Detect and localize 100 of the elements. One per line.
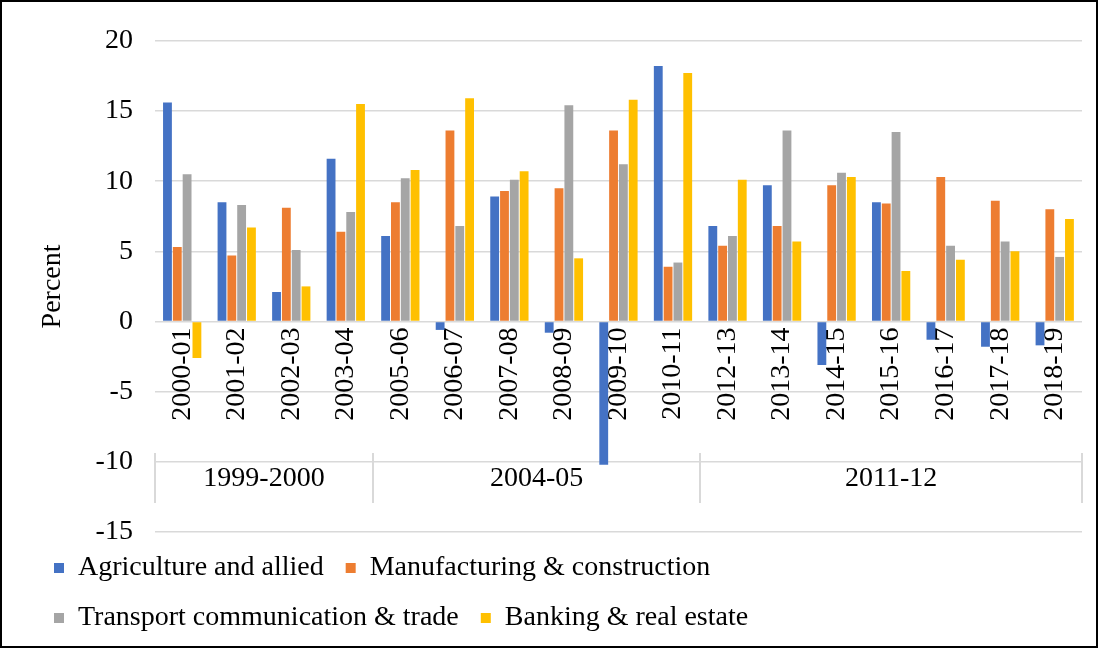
y-tick-label: -5: [109, 374, 133, 406]
bar: [782, 130, 792, 321]
bar: [762, 185, 772, 321]
x-tick-label: 2003-04: [328, 327, 360, 421]
bar: [554, 188, 564, 321]
bar: [708, 226, 718, 321]
bar: [247, 227, 256, 321]
x-tick-label: 2010-11: [655, 327, 687, 420]
y-tick-label: 15: [104, 93, 133, 125]
bar: [1035, 322, 1045, 346]
bar: [817, 322, 827, 365]
bar: [827, 185, 837, 321]
bar: [1065, 219, 1074, 321]
bar: [544, 322, 554, 333]
bar: [609, 130, 618, 321]
bar: [509, 179, 519, 321]
bar: [435, 322, 445, 330]
bar: [182, 174, 192, 321]
x-tick-label: 2006-07: [437, 327, 469, 421]
bar: [718, 245, 728, 321]
bar: [172, 247, 182, 321]
bar: [281, 207, 291, 321]
bar: [564, 105, 574, 321]
bar: [981, 322, 990, 347]
x-tick-label: 2000-01: [164, 327, 196, 421]
bar: [500, 190, 509, 321]
bar: [336, 231, 346, 321]
legend-label: Agriculture and allied: [78, 550, 324, 582]
y-tick-label: 20: [104, 23, 133, 55]
bar: [837, 172, 846, 321]
annotation: 2004-05: [490, 460, 584, 492]
y-axis-title: Percent: [35, 244, 67, 329]
bar: [737, 179, 747, 321]
x-tick-label: 2007-08: [491, 327, 523, 421]
bar: [291, 249, 301, 321]
bar: [1000, 241, 1010, 321]
x-tick-label: 2008-09: [546, 327, 578, 421]
bar: [663, 266, 673, 321]
bar: [301, 286, 311, 321]
bar: [1045, 209, 1055, 321]
bar: [955, 259, 965, 321]
x-tick-label: 2018-19: [1037, 327, 1069, 421]
bar: [728, 235, 737, 321]
bar: [326, 158, 336, 321]
bar: [346, 212, 356, 321]
bar: [891, 132, 901, 321]
bar: [217, 202, 227, 321]
bar: [465, 98, 474, 321]
bar: [227, 255, 237, 321]
bar: [926, 322, 936, 340]
bar: [237, 205, 247, 321]
legend-label: Manufacturing & construction: [369, 550, 711, 582]
bar: [410, 169, 420, 321]
bar: [936, 176, 946, 321]
bar: [192, 322, 202, 358]
bar: [381, 235, 391, 321]
y-tick-label: 5: [118, 233, 133, 265]
bar: [683, 73, 693, 321]
x-tick-label: 2002-03: [273, 327, 305, 421]
bar: [1010, 251, 1020, 321]
y-tick-label: 0: [118, 303, 133, 335]
bar: [673, 262, 683, 321]
bar: [356, 103, 365, 321]
bar: [653, 66, 663, 321]
bar: [490, 196, 500, 321]
bar: [1055, 256, 1065, 321]
bar: [163, 102, 172, 321]
bar: [946, 245, 955, 321]
annotation: 1999-2000: [203, 460, 325, 492]
bar: [772, 226, 782, 321]
x-tick-label: 2009-10: [600, 327, 632, 421]
bar: [599, 322, 609, 465]
x-tick-label: 2013-14: [764, 327, 796, 421]
y-tick-label: -10: [95, 444, 133, 476]
legend-label: Banking & real estate: [504, 600, 749, 632]
bar: [871, 202, 881, 321]
bar: [990, 200, 1000, 321]
bar: [846, 176, 856, 321]
bar: [792, 241, 802, 321]
bar: [400, 178, 410, 321]
bar: [574, 258, 584, 321]
bar: [628, 99, 638, 321]
x-tick-label: 2012-13: [709, 327, 741, 421]
legend-label: Transport communication & trade: [78, 600, 459, 632]
bar: [618, 164, 628, 321]
x-tick-label: 2014-15: [818, 327, 850, 421]
x-tick-label: 2005-06: [382, 327, 414, 421]
x-tick-label: 2016-17: [928, 327, 960, 421]
bar: [881, 203, 891, 321]
y-tick-label: 10: [104, 163, 133, 195]
annotation: 2011-12: [844, 460, 938, 492]
y-tick-label: -15: [95, 514, 133, 546]
bar: [391, 202, 400, 321]
bar: [272, 292, 281, 321]
x-tick-label: 2001-02: [219, 327, 251, 421]
x-tick-label: 2017-18: [982, 327, 1014, 421]
bar: [519, 171, 529, 321]
bar: [445, 130, 455, 321]
x-tick-label: 2015-16: [873, 327, 905, 421]
bar: [901, 270, 911, 321]
